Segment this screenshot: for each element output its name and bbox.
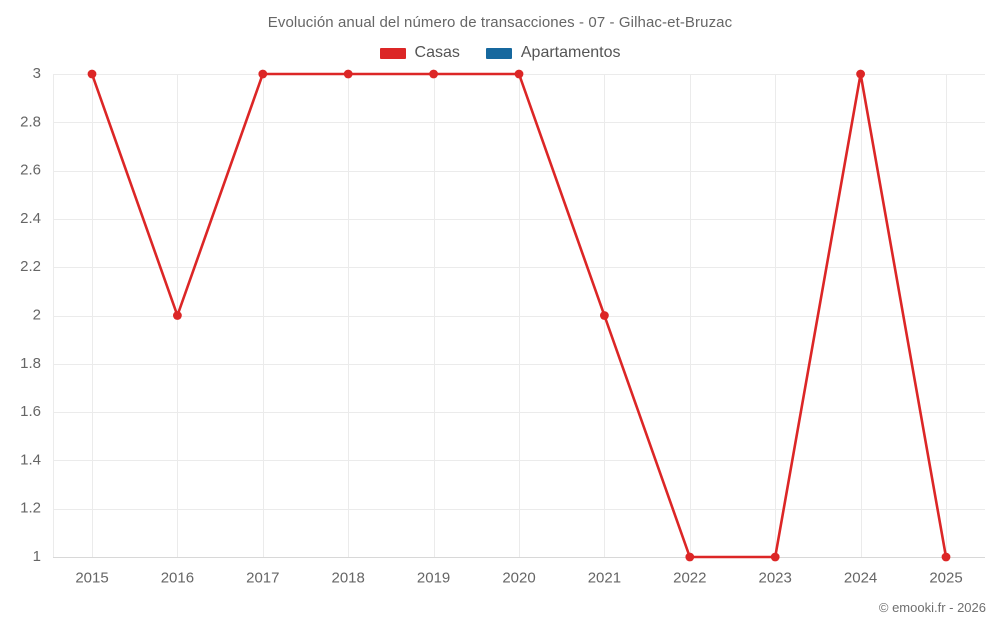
- y-axis-tick-label: 1.2: [20, 500, 41, 517]
- data-point-marker[interactable]: [258, 69, 268, 79]
- legend-item-apartamentos[interactable]: Apartamentos: [485, 44, 621, 62]
- data-point-marker[interactable]: [87, 69, 97, 79]
- x-axis-labels: 2015 2016 2017 2018 2019 2020 2021 2022 2023 2024…: [75, 569, 962, 586]
- x-axis-tick-label: 2019: [417, 569, 450, 586]
- data-point-marker[interactable]: [514, 69, 524, 79]
- legend-label-casas: Casas: [414, 44, 460, 61]
- data-point-marker[interactable]: [685, 552, 695, 562]
- y-axis-tick-label: 2.4: [20, 210, 41, 227]
- x-axis-tick-label: 2017: [246, 569, 279, 586]
- x-axis-tick-label: 2015: [75, 569, 108, 586]
- x-axis-tick-label: 2022: [673, 569, 706, 586]
- y-axis-tick-label: 1.4: [20, 451, 41, 468]
- x-axis-tick-label: 2024: [844, 569, 877, 586]
- y-axis-labels: 1 1.2 1.4 1.6 1.8 2 2.2 2.4 2.6 2.8 3: [20, 65, 41, 565]
- copyright-credit: © emooki.fr - 2026: [878, 600, 986, 615]
- data-point-marker[interactable]: [343, 69, 353, 79]
- x-axis-tick-label: 2021: [588, 569, 621, 586]
- x-axis-tick-label: 2016: [161, 569, 194, 586]
- data-point-marker[interactable]: [941, 552, 951, 562]
- data-point-marker[interactable]: [173, 311, 182, 320]
- legend-item-casas[interactable]: Casas: [379, 44, 460, 62]
- chart-legend: Casas Apartamentos: [0, 44, 1000, 62]
- legend-label-apartamentos: Apartamentos: [520, 44, 621, 61]
- data-point-marker[interactable]: [770, 552, 780, 562]
- x-axis-tick-label: 2020: [502, 569, 535, 586]
- data-point-marker[interactable]: [600, 311, 609, 320]
- y-axis-tick-label: 1: [33, 548, 41, 565]
- legend-swatch-casas: [379, 47, 406, 59]
- x-axis-tick-label: 2018: [332, 569, 365, 586]
- data-point-marker[interactable]: [856, 69, 865, 79]
- x-axis-tick-label: 2025: [929, 569, 962, 586]
- y-axis-tick-label: 2: [33, 306, 41, 323]
- x-gridlines: [53, 74, 947, 557]
- x-axis-tick-label: 2023: [759, 569, 792, 586]
- y-axis-tick-label: 2.2: [20, 258, 41, 275]
- series-markers: [87, 69, 951, 562]
- data-point-marker[interactable]: [429, 69, 438, 79]
- y-axis-tick-label: 2.6: [20, 162, 41, 179]
- y-axis-tick-label: 2.8: [20, 113, 41, 130]
- chart-title: Evolución anual del número de transaccio…: [267, 14, 733, 31]
- legend-swatch-apartamentos: [485, 47, 512, 59]
- y-axis-tick-label: 3: [33, 65, 41, 82]
- y-axis-tick-label: 1.6: [20, 403, 41, 420]
- y-axis-tick-label: 1.8: [20, 355, 41, 372]
